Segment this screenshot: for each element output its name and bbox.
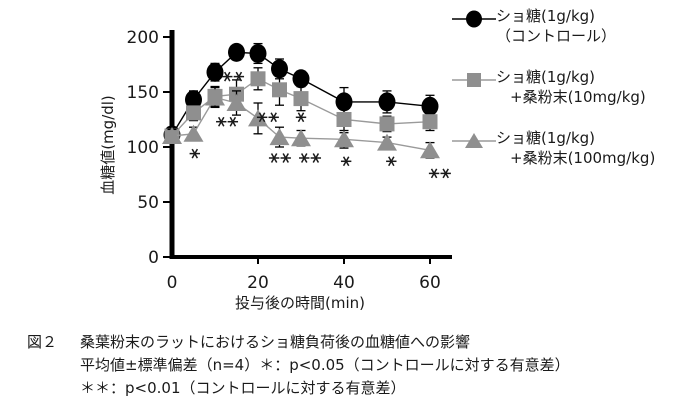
svg-text:60: 60 bbox=[419, 273, 441, 293]
legend-item-mulberry-10mg: ショ糖(1g/kg) +桑粉末(10mg/kg) bbox=[452, 67, 698, 107]
legend-label: ショ糖(1g/kg) bbox=[496, 7, 596, 25]
square-marker-icon bbox=[452, 73, 496, 87]
svg-text:200: 200 bbox=[127, 28, 159, 48]
svg-text:0: 0 bbox=[148, 248, 159, 268]
circle-marker-icon bbox=[452, 10, 496, 28]
svg-text:20: 20 bbox=[247, 273, 269, 293]
triangle-marker-icon bbox=[452, 133, 496, 148]
legend-label: （コントロール） bbox=[496, 27, 617, 45]
line-chart: 0 50 100 150 200 0 20 40 60 血糖値(mg/dl) 投与後の時間(min) bbox=[99, 28, 452, 312]
legend-label: +桑粉末(100mg/kg) bbox=[510, 149, 656, 167]
legend-label: +桑粉末(10mg/kg) bbox=[510, 88, 646, 106]
svg-text:投与後の時間(min): 投与後の時間(min) bbox=[235, 294, 365, 312]
caption-line-3: ＊＊：p<0.01（コントロールに対する有意差） bbox=[80, 379, 406, 397]
svg-text:50: 50 bbox=[137, 193, 159, 213]
figure-number: 図２ bbox=[27, 333, 58, 351]
legend-label: ショ糖(1g/kg) bbox=[496, 129, 596, 147]
svg-text:100: 100 bbox=[127, 138, 159, 158]
legend-label: ショ糖(1g/kg) bbox=[496, 68, 596, 86]
legend-item-control: ショ糖(1g/kg) （コントロール） bbox=[452, 6, 698, 46]
svg-text:150: 150 bbox=[127, 83, 159, 103]
figure-caption: 図２ 桑葉粉末のラットにおけるショ糖負荷後の血糖値への影響 平均値±標準偏差（n… bbox=[27, 331, 570, 400]
caption-line-2: 平均値±標準偏差（n=4）＊：p<0.05（コントロールに対する有意差） bbox=[80, 356, 570, 374]
svg-text:0: 0 bbox=[167, 273, 178, 293]
svg-text:血糖値(mg/dl): 血糖値(mg/dl) bbox=[99, 95, 117, 195]
chart-area: 0 50 100 150 200 0 20 40 60 血糖値(mg/dl) 投与後の時間(min) bbox=[99, 28, 452, 312]
legend-item-mulberry-100mg: ショ糖(1g/kg) +桑粉末(100mg/kg) bbox=[452, 128, 698, 168]
svg-text:40: 40 bbox=[333, 273, 355, 293]
chart-legend: ショ糖(1g/kg) （コントロール） ショ糖(1g/kg) +桑粉末(10mg… bbox=[452, 6, 698, 189]
caption-line-1: 桑葉粉末のラットにおけるショ糖負荷後の血糖値への影響 bbox=[80, 333, 471, 351]
